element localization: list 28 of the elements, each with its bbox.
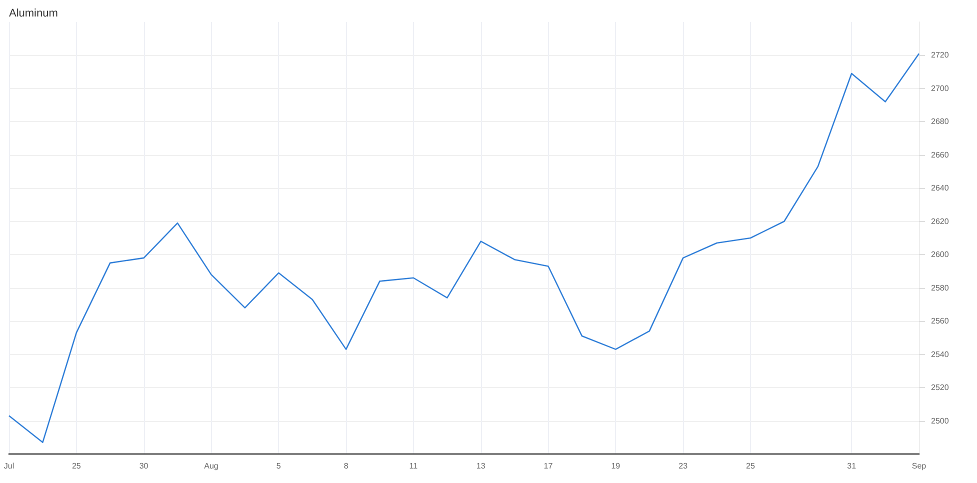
y-tick-label: 2520 [931,383,950,392]
x-tick-label: 30 [139,462,149,470]
y-tick-label: 2620 [931,216,950,226]
y-tick-label: 2580 [931,283,950,292]
y-tick-label: 2660 [931,150,950,160]
x-tick-label: 5 [276,462,282,470]
line-series [8,52,920,444]
x-tick-label: Aug [204,462,218,470]
x-tick-label: 8 [344,462,349,470]
x-tick-label: Jul [4,462,14,470]
x-tick-label: 31 [847,462,857,470]
y-tick-label: 2680 [931,117,950,126]
x-tick-label: 23 [678,462,688,470]
x-tick-label: 25 [746,462,756,470]
y-tick-label: 2560 [931,316,950,326]
y-tick-label: 2640 [931,184,950,193]
x-tick-label: 11 [409,462,418,470]
x-tick-label: 17 [544,462,554,470]
y-tick-label: 2600 [931,250,950,260]
y-tick-label: 2540 [931,350,950,359]
y-tick-label: 2700 [931,84,950,93]
x-tick-label: 19 [611,462,621,470]
x-tick-label: 13 [476,462,486,470]
x-tick-label: Sep [912,462,927,470]
x-tick-label: 25 [72,462,82,470]
y-tick-label: 2720 [931,50,950,60]
y-tick-label: 2500 [931,416,950,426]
chart-title: Aluminum [9,8,58,20]
